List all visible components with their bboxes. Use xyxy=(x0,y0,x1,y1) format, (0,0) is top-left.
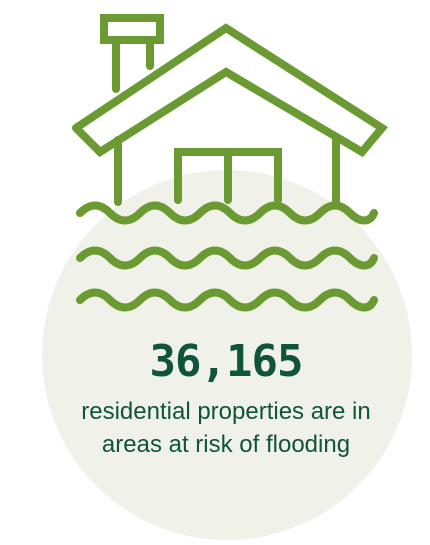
flooded-house-icon xyxy=(72,14,388,312)
stat-number: 36,165 xyxy=(149,336,304,387)
background-circle xyxy=(42,170,412,540)
wave-line-1 xyxy=(76,201,378,225)
roof xyxy=(72,23,388,158)
stat-caption: residential properties are in areas at r… xyxy=(81,398,371,458)
wave-line-3 xyxy=(76,288,378,312)
chimney-cap xyxy=(100,14,164,44)
wave-line-2 xyxy=(76,246,378,270)
